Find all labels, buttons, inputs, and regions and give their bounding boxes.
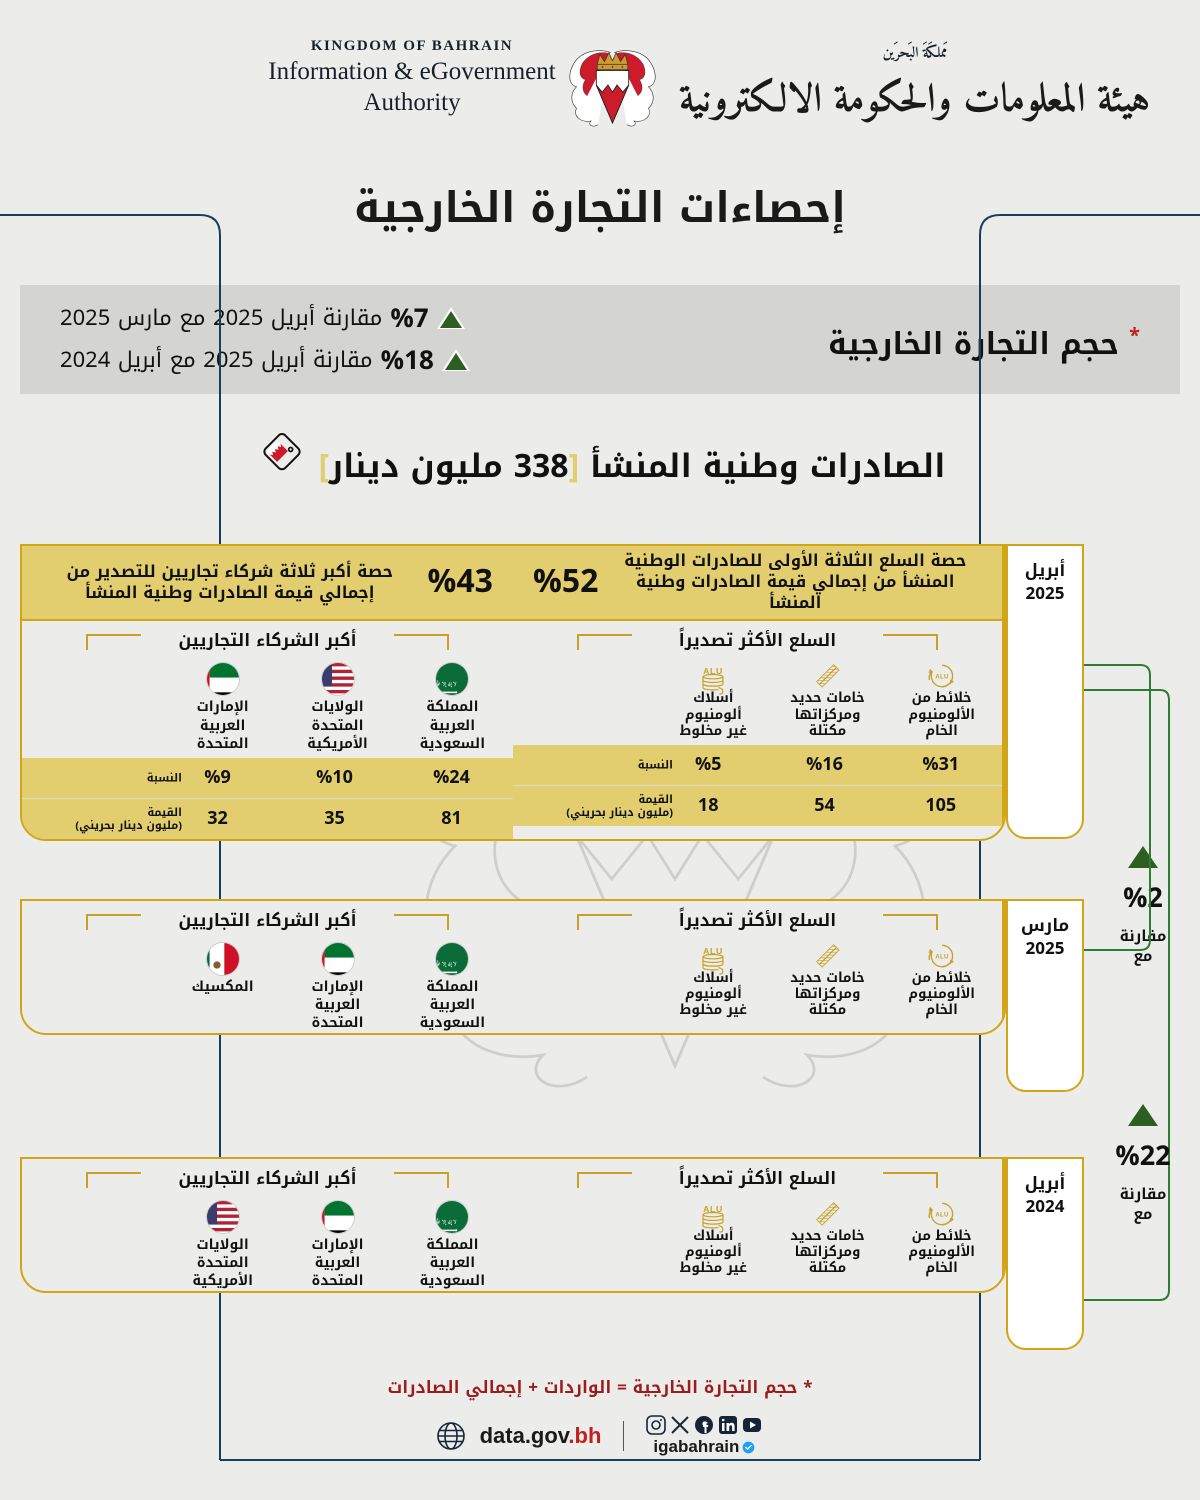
svg-text:لا إله إلا الله: لا إله إلا الله (436, 960, 457, 970)
svg-text:لا إله إلا الله: لا إله إلا الله (436, 1218, 457, 1228)
svg-text:ALU: ALU (935, 1213, 948, 1219)
svg-text:ALU: ALU (935, 955, 948, 961)
